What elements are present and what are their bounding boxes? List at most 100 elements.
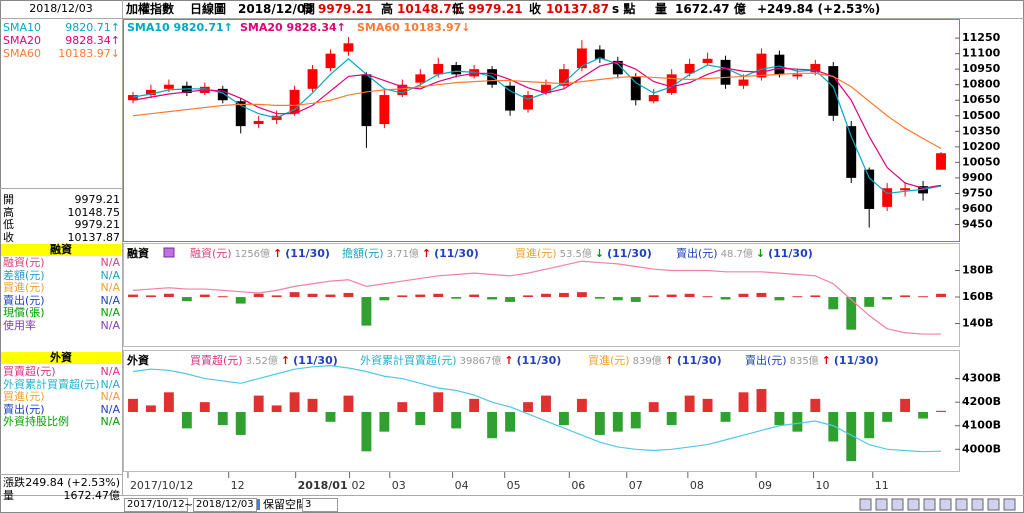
panel-title: 外資 xyxy=(127,354,149,367)
legend-label: 買進(元) xyxy=(515,247,557,260)
bar xyxy=(738,293,749,298)
bar xyxy=(505,411,516,432)
bar xyxy=(630,411,641,429)
legend-date: (11/30) xyxy=(293,354,338,367)
ohlc-label: 開 xyxy=(3,193,14,206)
bar xyxy=(846,297,857,330)
candle-body xyxy=(523,95,533,110)
toolbar-button[interactable] xyxy=(939,498,952,511)
candle-body xyxy=(289,89,300,114)
legend-item: 買進(元) 839億 ↑ (11/30) xyxy=(588,355,722,368)
bar xyxy=(325,411,336,422)
legend-label: 融資(元) xyxy=(190,247,232,260)
legend-date: (11/30) xyxy=(516,354,562,367)
space-input[interactable]: 3 xyxy=(302,498,338,512)
sma-value: 9820.71↑ xyxy=(65,21,120,34)
toolbar-button[interactable] xyxy=(907,498,920,511)
bar xyxy=(145,405,156,412)
x-tick-label: 07 xyxy=(629,479,643,492)
legend-value: 835億 xyxy=(789,356,819,367)
foreign-row-value: N/A xyxy=(100,365,120,378)
panel-title: 融資 xyxy=(127,247,149,260)
y-tick-label: 10350 xyxy=(962,124,1001,137)
candle-body xyxy=(253,120,264,125)
bar xyxy=(325,294,336,298)
candle-body xyxy=(415,74,426,83)
volume-value: 1672.47億 xyxy=(63,489,121,502)
bar xyxy=(864,411,875,439)
bar xyxy=(128,294,138,298)
bar xyxy=(181,411,192,429)
toolbar-button[interactable] xyxy=(971,498,984,511)
bar xyxy=(253,293,264,298)
bar xyxy=(469,398,480,412)
bar xyxy=(217,411,228,426)
bar xyxy=(343,395,354,412)
header-text: 9979.21 xyxy=(318,2,373,16)
bar xyxy=(756,389,767,412)
date-to-input[interactable]: 2018/12/03 xyxy=(193,498,257,512)
legend-date: (11/30) xyxy=(607,247,652,260)
toolbar-button[interactable] xyxy=(987,498,1000,511)
toolbar-button[interactable] xyxy=(955,498,968,511)
legend-value: 839億 xyxy=(632,356,662,367)
bar xyxy=(361,297,372,326)
toolbar-button[interactable] xyxy=(923,498,936,511)
candle-body xyxy=(397,84,408,96)
bar xyxy=(523,402,533,412)
bar xyxy=(594,297,605,299)
toolbar-button[interactable] xyxy=(859,498,872,511)
legend-trend: ↑ xyxy=(664,354,674,367)
y-tick-label: 9450 xyxy=(962,217,993,230)
bar xyxy=(684,293,695,298)
y-tick-label: 11100 xyxy=(962,47,1001,60)
x-tick-label: 11 xyxy=(875,479,889,492)
bar xyxy=(307,293,318,298)
candle-body xyxy=(810,64,821,73)
toolbar-button[interactable] xyxy=(1003,498,1016,511)
foreign-panel-frame xyxy=(123,350,960,472)
ohlc-label: 高 xyxy=(3,205,14,219)
bar xyxy=(630,297,641,302)
y-tick-label: 11250 xyxy=(962,31,1001,44)
toolbar-button[interactable] xyxy=(875,498,888,511)
bar xyxy=(666,294,677,298)
date-from-input[interactable]: 2017/10/12 xyxy=(124,498,188,512)
candle-body xyxy=(558,69,569,86)
foreign-row-value: N/A xyxy=(100,415,120,428)
margin-row-value: N/A xyxy=(100,318,120,332)
candle-body xyxy=(612,60,623,75)
candle-body xyxy=(684,64,695,74)
candle-body xyxy=(361,74,372,127)
x-tick-label: 04 xyxy=(455,479,469,492)
x-tick-label: 12 xyxy=(231,479,245,492)
ohlc-label: 收 xyxy=(3,230,14,244)
bar xyxy=(684,395,695,412)
bar xyxy=(469,294,480,298)
section-title: 外資 xyxy=(1,352,121,364)
series-line xyxy=(132,365,942,453)
bar xyxy=(558,411,569,426)
change-value: 249.84 (+2.53%) xyxy=(25,476,120,489)
x-tick-label: 02 xyxy=(352,479,366,492)
legend-label: 賣出(元) xyxy=(745,354,787,367)
header-text: 低 xyxy=(452,2,465,16)
bar xyxy=(756,292,767,298)
header-text: 高 xyxy=(381,2,394,16)
margin-row-value: N/A xyxy=(100,306,120,319)
bar xyxy=(163,392,174,412)
bar xyxy=(361,411,372,452)
header-text: 10137.87 xyxy=(546,2,610,16)
candle-body xyxy=(325,53,336,69)
foreign-row-label: 外資持股比例 xyxy=(3,415,69,428)
bar xyxy=(864,297,875,307)
y-tick-label: 10800 xyxy=(962,78,1001,91)
y-tick-label: 10050 xyxy=(962,155,1001,168)
panel-settings-icon[interactable] xyxy=(163,247,175,258)
toolbar-button[interactable] xyxy=(891,498,904,511)
bar xyxy=(379,411,390,432)
bar xyxy=(720,297,731,300)
legend-trend: ↓ xyxy=(755,247,766,260)
x-tick-label: 2017/10/12 xyxy=(130,479,193,492)
